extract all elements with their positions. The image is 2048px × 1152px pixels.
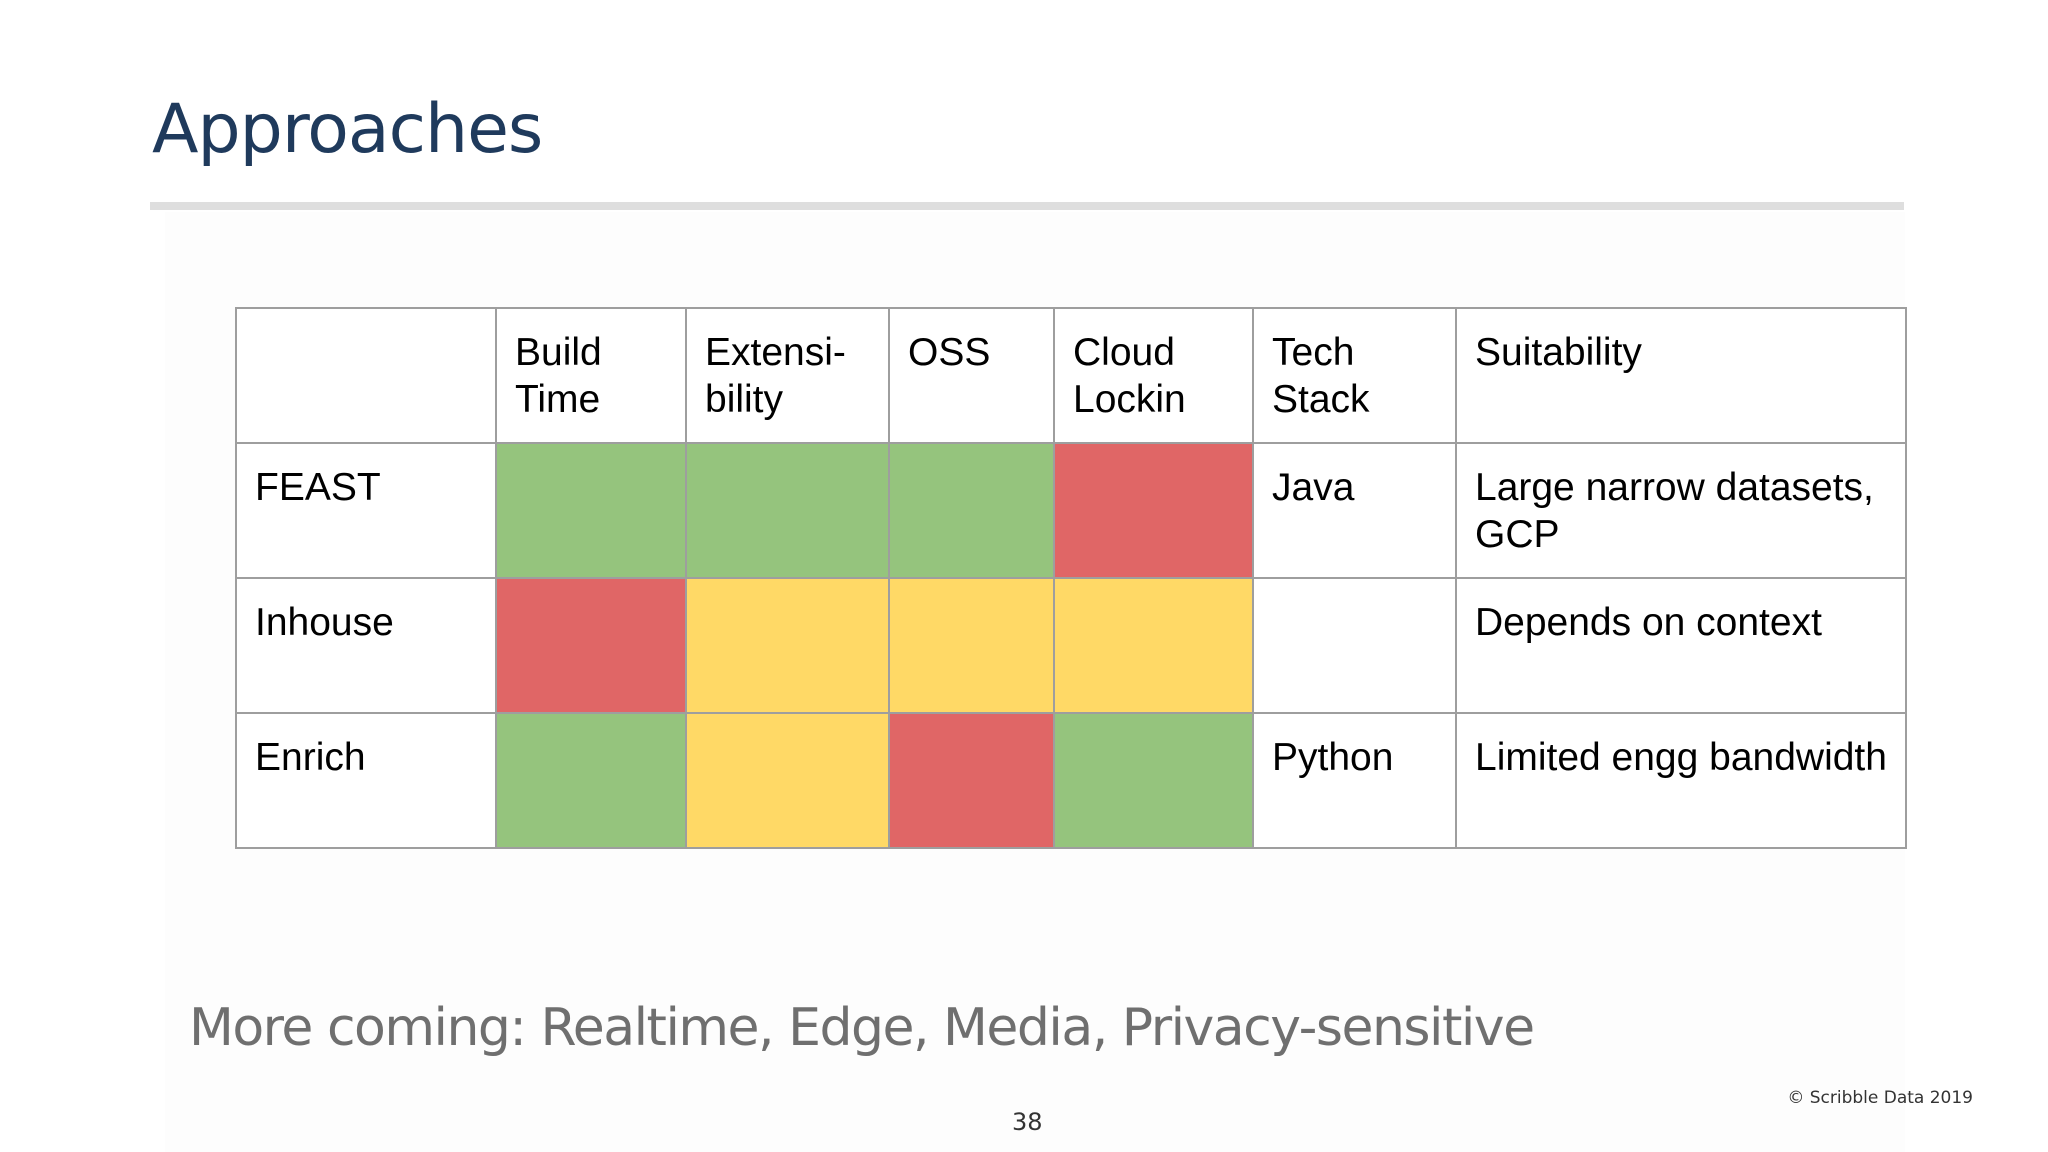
header-text: Suitability: [1475, 331, 1642, 374]
header-text: Build: [515, 331, 602, 374]
suitability-cell: Depends on context: [1455, 577, 1907, 714]
rating-cell-oss: [888, 442, 1055, 579]
rating-cell-build-time: [495, 712, 687, 849]
header-text: bility: [705, 378, 784, 421]
suitability-cell: Limited engg bandwidth: [1455, 712, 1907, 849]
suitability-cell: Large narrow datasets, GCP: [1455, 442, 1907, 579]
tech-stack-cell: Python: [1252, 712, 1457, 849]
row-name-cell: FEAST: [235, 442, 497, 579]
slide-title: Approaches: [152, 90, 543, 169]
rating-cell-oss: [888, 712, 1055, 849]
rating-cell-cloud-lockin: [1053, 712, 1254, 849]
rating-cell-build-time: [495, 442, 687, 579]
table-header-row: Build Time Extensi- bility OSS Cloud Loc…: [235, 307, 1907, 444]
rating-cell-extensibility: [685, 712, 890, 849]
header-cell-build-time: Build Time: [495, 307, 687, 444]
tech-stack-cell: Java: [1252, 442, 1457, 579]
header-cell-suitability: Suitability: [1455, 307, 1907, 444]
header-text: Stack: [1272, 378, 1370, 421]
copyright-notice: © Scribble Data 2019: [1787, 1088, 1973, 1108]
page-number: 38: [1012, 1108, 1043, 1136]
rating-cell-oss: [888, 577, 1055, 714]
header-text: Tech: [1272, 331, 1355, 374]
rating-cell-build-time: [495, 577, 687, 714]
table-row-inhouse: Inhouse Depends on context: [235, 577, 1907, 714]
title-divider: [150, 202, 1904, 210]
header-cell-tech-stack: Tech Stack: [1252, 307, 1457, 444]
header-text: Lockin: [1073, 378, 1186, 421]
comparison-table: Build Time Extensi- bility OSS Cloud Loc…: [235, 307, 1907, 849]
rating-cell-extensibility: [685, 577, 890, 714]
rating-cell-extensibility: [685, 442, 890, 579]
header-cell-cloud-lockin: Cloud Lockin: [1053, 307, 1254, 444]
table-row-feast: FEAST Java Large narrow datasets, GCP: [235, 442, 1907, 579]
header-text: OSS: [908, 331, 991, 374]
header-text: Cloud: [1073, 331, 1175, 374]
header-text: Extensi-: [705, 331, 846, 374]
tech-stack-cell: [1252, 577, 1457, 714]
row-name-cell: Enrich: [235, 712, 497, 849]
header-cell-extensibility: Extensi- bility: [685, 307, 890, 444]
row-name-cell: Inhouse: [235, 577, 497, 714]
footer-note: More coming: Realtime, Edge, Media, Priv…: [189, 998, 1535, 1058]
rating-cell-cloud-lockin: [1053, 442, 1254, 579]
header-cell-empty: [235, 307, 497, 444]
header-text: Time: [515, 378, 601, 421]
header-cell-oss: OSS: [888, 307, 1055, 444]
table-row-enrich: Enrich Python Limited engg bandwidth: [235, 712, 1907, 849]
rating-cell-cloud-lockin: [1053, 577, 1254, 714]
